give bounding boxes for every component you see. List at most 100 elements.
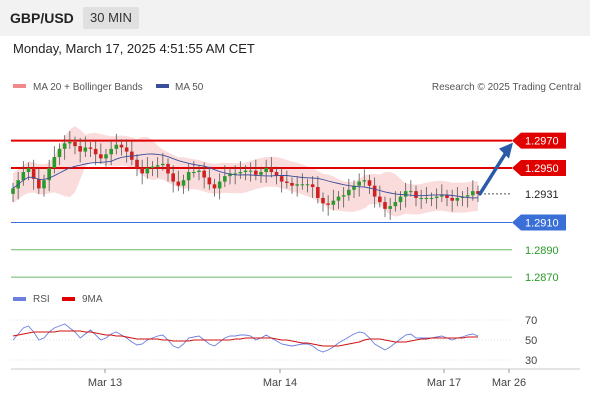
candle-body <box>135 159 139 168</box>
candle-body <box>62 143 67 149</box>
level-tag-1.2910 <box>512 214 566 231</box>
candle-body <box>429 197 434 199</box>
candle-body <box>88 147 93 149</box>
candle-body <box>450 197 454 201</box>
rsi-9ma-line <box>12 330 478 347</box>
candle-body <box>331 200 336 205</box>
candle-body <box>424 197 429 199</box>
candle-body <box>228 173 232 177</box>
candle-body <box>471 191 475 196</box>
candle-body <box>264 167 268 173</box>
candle-body <box>372 185 377 197</box>
candle-body <box>290 182 294 186</box>
x-axis: Mar 13 Mar 14 Mar 17 Mar 26 <box>88 369 526 389</box>
candle-body <box>68 142 72 144</box>
candle-body <box>238 172 243 174</box>
candle-body <box>212 184 217 189</box>
legend-ma50-swatch <box>156 84 169 88</box>
candle-body <box>73 142 77 147</box>
legend-ma20-swatch <box>13 84 26 88</box>
candle-body <box>192 172 196 174</box>
x-tick-label-mar-26: Mar 26 <box>492 377 526 389</box>
candle-body <box>274 172 279 177</box>
candle-body <box>434 196 439 198</box>
candle-body <box>465 195 470 197</box>
candle-body <box>119 144 124 148</box>
forecast-arrow-head <box>499 142 513 159</box>
level-label-1.2890: 1.2890 <box>525 245 559 257</box>
candle-body <box>383 202 387 209</box>
candle-body <box>114 144 119 149</box>
candle-body <box>243 170 248 173</box>
copyright-label: Research © 2025 Trading Central <box>432 82 581 93</box>
rsi-line <box>12 323 479 353</box>
candle-body <box>248 170 253 172</box>
level-tag-1.2931 <box>511 185 567 203</box>
candle-body <box>378 196 382 203</box>
legend-9ma-label: 9MA <box>82 294 103 305</box>
candle-body <box>295 184 299 186</box>
candle-body <box>455 197 460 201</box>
candle-body <box>223 176 227 182</box>
candle-body <box>414 191 418 198</box>
rsi-tick-label-70: 70 <box>525 315 537 327</box>
level-label-1.2931: 1.2931 <box>525 189 559 201</box>
candle-body <box>124 147 129 152</box>
legend-9ma-swatch <box>62 297 75 301</box>
level-tag-1.2950 <box>512 159 566 176</box>
candle-body <box>316 187 320 198</box>
legend-rsi-swatch <box>13 297 26 301</box>
candle-body <box>419 197 423 199</box>
candle-body <box>47 167 51 181</box>
candle-body <box>197 170 201 173</box>
candle-body <box>155 165 160 167</box>
candle-body <box>186 172 191 181</box>
chart-panel <box>0 36 590 400</box>
candle-body <box>217 181 222 189</box>
candle-body <box>21 172 26 181</box>
candle-body <box>150 166 155 168</box>
x-tick-label-mar-17: Mar 17 <box>427 377 461 389</box>
legend-ma50-label: MA 50 <box>175 82 204 93</box>
level-label-1.2910: 1.2910 <box>525 218 559 230</box>
candle-body <box>202 170 206 178</box>
candle-body <box>367 180 372 186</box>
symbol-title: GBP/USD <box>10 10 74 26</box>
timestamp: Monday, March 17, 2025 4:51:55 AM CET <box>13 41 255 56</box>
x-tick-label-mar-13: Mar 13 <box>88 377 122 389</box>
candle-body <box>233 173 237 175</box>
candle-body <box>336 196 341 201</box>
candle-body <box>99 154 103 159</box>
candle-body <box>145 167 150 174</box>
timeframe-button[interactable]: 30 MIN <box>83 7 139 29</box>
level-label-1.2950: 1.2950 <box>525 163 559 175</box>
candle-body <box>321 197 325 204</box>
candle-body <box>171 173 175 182</box>
candle-body <box>403 191 408 197</box>
candle-body <box>398 196 403 203</box>
candle-body <box>140 167 144 174</box>
candle-body <box>347 189 351 196</box>
candle-body <box>254 170 258 175</box>
candle-body <box>259 172 263 175</box>
level-label-1.2870: 1.2870 <box>525 272 559 284</box>
rsi-plot: 70 50 30 <box>11 315 537 367</box>
rsi-tick-label-50: 50 <box>525 335 537 347</box>
ma50-line <box>12 153 479 199</box>
rsi-tick-label-30: 30 <box>525 355 537 367</box>
candle-body <box>409 191 413 193</box>
candle-body <box>440 195 444 197</box>
candle-body <box>31 167 36 179</box>
candle-body <box>393 202 398 207</box>
candle-body <box>52 157 57 168</box>
candle-body <box>161 163 165 166</box>
candle-body <box>181 180 186 186</box>
forecast-arrow-shaft <box>478 150 508 196</box>
price-plot: 1.2970 1.2950 1.2931 1.2910 1.2890 1.2870 <box>11 126 567 284</box>
candle-body <box>445 195 449 198</box>
candle-body <box>166 163 170 174</box>
level-label-1.2970: 1.2970 <box>525 136 559 148</box>
candle-body <box>326 203 330 205</box>
